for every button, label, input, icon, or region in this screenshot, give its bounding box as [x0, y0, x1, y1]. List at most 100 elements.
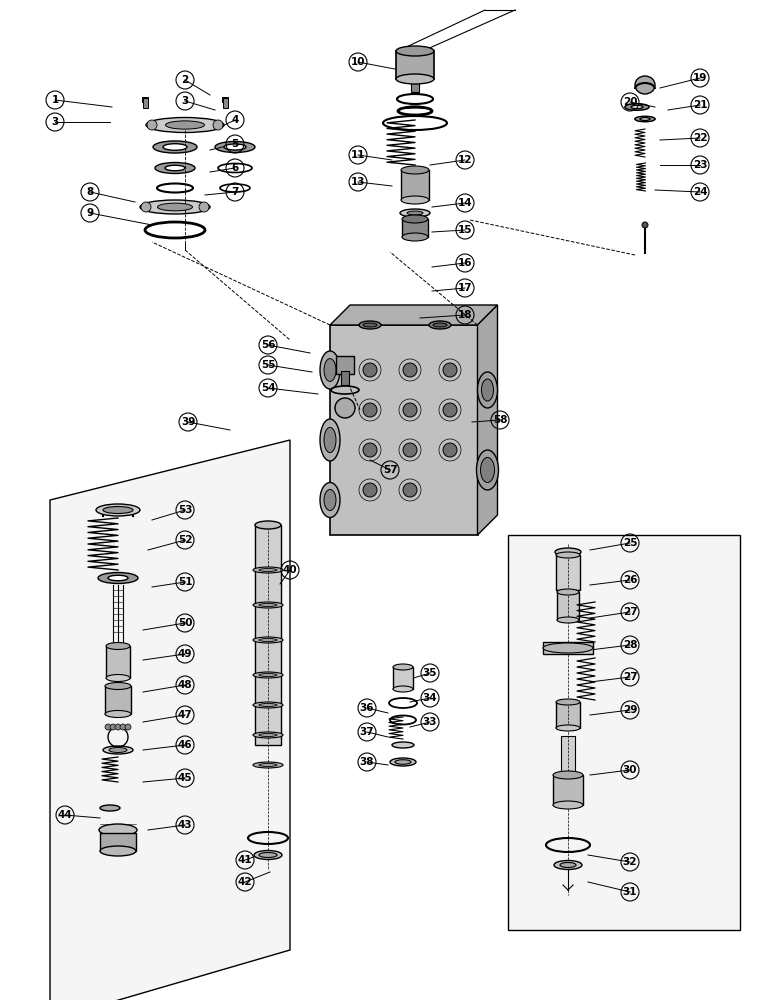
Circle shape — [199, 202, 209, 212]
Ellipse shape — [395, 760, 411, 764]
Bar — [396, 51, 434, 79]
Text: 58: 58 — [493, 415, 507, 425]
Ellipse shape — [401, 196, 429, 204]
Bar — [255, 525, 281, 745]
Ellipse shape — [253, 732, 283, 738]
Bar — [222, 98, 228, 108]
Circle shape — [443, 403, 457, 417]
Text: 38: 38 — [360, 757, 374, 767]
Circle shape — [403, 443, 417, 457]
Ellipse shape — [106, 674, 130, 682]
Bar — [222, 97, 228, 102]
Circle shape — [443, 363, 457, 377]
Ellipse shape — [255, 521, 281, 529]
Ellipse shape — [640, 118, 650, 120]
Ellipse shape — [543, 643, 593, 653]
Circle shape — [363, 363, 377, 377]
Circle shape — [110, 724, 116, 730]
Ellipse shape — [140, 200, 210, 214]
Ellipse shape — [165, 165, 185, 171]
Ellipse shape — [553, 771, 583, 779]
Ellipse shape — [320, 351, 340, 389]
Text: 50: 50 — [178, 618, 192, 628]
Ellipse shape — [324, 359, 336, 381]
Text: 20: 20 — [623, 97, 637, 107]
Ellipse shape — [625, 104, 649, 110]
Polygon shape — [50, 440, 290, 1000]
Bar — [543, 642, 593, 654]
Ellipse shape — [556, 552, 580, 558]
Ellipse shape — [635, 116, 655, 122]
Text: 32: 32 — [623, 857, 637, 867]
Text: 9: 9 — [86, 208, 93, 218]
Circle shape — [105, 724, 111, 730]
Bar — [556, 554, 580, 589]
Ellipse shape — [259, 704, 277, 706]
Circle shape — [363, 443, 377, 457]
Bar — [105, 686, 131, 714]
Ellipse shape — [556, 725, 580, 731]
Text: 25: 25 — [623, 538, 637, 548]
Text: 54: 54 — [261, 383, 276, 393]
Ellipse shape — [393, 664, 413, 670]
Text: 55: 55 — [261, 360, 276, 370]
Ellipse shape — [108, 575, 128, 581]
Ellipse shape — [259, 603, 277, 606]
Ellipse shape — [253, 702, 283, 708]
Text: 48: 48 — [178, 680, 192, 690]
Ellipse shape — [253, 567, 283, 573]
Circle shape — [141, 202, 151, 212]
Ellipse shape — [363, 323, 377, 327]
Ellipse shape — [155, 162, 195, 174]
Circle shape — [147, 120, 157, 130]
Bar — [561, 736, 575, 774]
Bar — [401, 170, 429, 200]
Ellipse shape — [553, 801, 583, 809]
Circle shape — [403, 363, 417, 377]
Ellipse shape — [392, 742, 414, 748]
Text: 6: 6 — [232, 163, 239, 173]
Text: 15: 15 — [458, 225, 472, 235]
Ellipse shape — [157, 203, 192, 211]
Ellipse shape — [253, 637, 283, 643]
Ellipse shape — [393, 686, 413, 692]
Ellipse shape — [557, 589, 579, 595]
Bar — [393, 667, 413, 689]
Text: 12: 12 — [458, 155, 472, 165]
Text: 17: 17 — [458, 283, 472, 293]
Ellipse shape — [165, 121, 205, 129]
Bar — [143, 98, 147, 108]
Bar — [411, 82, 419, 92]
Ellipse shape — [253, 762, 283, 768]
Ellipse shape — [103, 746, 133, 754]
Ellipse shape — [103, 506, 133, 514]
Text: 13: 13 — [350, 177, 365, 187]
Text: 44: 44 — [58, 810, 73, 820]
Polygon shape — [330, 305, 497, 325]
Ellipse shape — [98, 572, 138, 584]
Text: 8: 8 — [86, 187, 93, 197]
Circle shape — [115, 724, 121, 730]
Ellipse shape — [253, 672, 283, 678]
Ellipse shape — [402, 233, 428, 241]
Ellipse shape — [401, 166, 429, 174]
Text: 22: 22 — [692, 133, 707, 143]
Ellipse shape — [324, 427, 336, 453]
Text: 16: 16 — [458, 258, 472, 268]
Ellipse shape — [359, 321, 381, 329]
Ellipse shape — [480, 458, 495, 483]
Text: 11: 11 — [350, 150, 365, 160]
Text: 3: 3 — [181, 96, 188, 106]
Circle shape — [125, 724, 131, 730]
Text: 52: 52 — [178, 535, 192, 545]
Ellipse shape — [402, 215, 428, 223]
Ellipse shape — [106, 643, 130, 650]
Ellipse shape — [105, 682, 131, 690]
Text: 37: 37 — [360, 727, 374, 737]
Text: 46: 46 — [178, 740, 192, 750]
Ellipse shape — [400, 209, 430, 217]
Text: 31: 31 — [623, 887, 637, 897]
Polygon shape — [478, 305, 497, 535]
Text: 14: 14 — [458, 198, 472, 208]
Ellipse shape — [254, 850, 282, 859]
